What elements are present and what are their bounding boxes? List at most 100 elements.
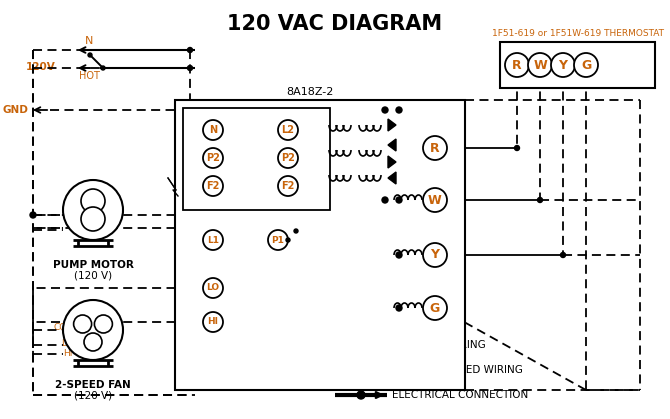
Bar (183, 108, 330, 210)
Text: RELAY: RELAY (398, 277, 432, 287)
Circle shape (515, 145, 519, 150)
Circle shape (203, 230, 223, 250)
Circle shape (101, 66, 105, 70)
Text: (120 V): (120 V) (74, 391, 112, 401)
Text: 120V: 120V (26, 62, 56, 72)
Text: G: G (430, 302, 440, 315)
Text: PUMP: PUMP (399, 214, 431, 224)
Circle shape (188, 65, 192, 70)
Text: N: N (209, 125, 217, 135)
Circle shape (88, 53, 92, 57)
Text: LO: LO (62, 339, 73, 349)
Text: 240V: 240V (300, 181, 322, 191)
Text: F2: F2 (206, 181, 220, 191)
Circle shape (286, 238, 290, 242)
Circle shape (63, 180, 123, 240)
Circle shape (94, 315, 113, 333)
Circle shape (551, 53, 575, 77)
Circle shape (30, 212, 36, 218)
Text: N: N (85, 36, 93, 46)
Text: HI SPEED
FAN: HI SPEED FAN (225, 330, 264, 349)
Text: FAN
TIMER
RELAY: FAN TIMER RELAY (266, 302, 292, 332)
Circle shape (278, 148, 298, 168)
Text: 1F51-619 or 1F51W-619 THERMOSTAT: 1F51-619 or 1F51W-619 THERMOSTAT (492, 29, 663, 38)
Text: P2: P2 (281, 153, 295, 163)
Polygon shape (388, 156, 396, 168)
Text: G: G (581, 59, 591, 72)
Text: 120 VAC DIAGRAM: 120 VAC DIAGRAM (227, 14, 443, 34)
Text: 240V: 240V (300, 126, 322, 134)
Circle shape (396, 107, 402, 113)
Text: LO: LO (206, 284, 220, 292)
Circle shape (268, 230, 288, 250)
Text: COM: COM (54, 323, 75, 333)
Bar (175, 100, 465, 390)
Text: F2: F2 (281, 181, 295, 191)
Circle shape (382, 197, 388, 203)
Circle shape (505, 53, 529, 77)
Text: 2-SPEED FAN: 2-SPEED FAN (55, 380, 131, 390)
Text: W: W (533, 59, 547, 72)
Text: R: R (512, 59, 522, 72)
Circle shape (423, 188, 447, 212)
Text: FIELD INSTALLED WIRING: FIELD INSTALLED WIRING (392, 365, 523, 375)
Polygon shape (388, 139, 396, 151)
Polygon shape (388, 119, 396, 131)
Text: Y: Y (559, 59, 567, 72)
Text: HI: HI (64, 349, 73, 359)
Circle shape (63, 300, 123, 360)
Circle shape (396, 252, 402, 258)
Circle shape (203, 148, 223, 168)
Text: 120V: 120V (225, 181, 247, 191)
Text: 240V: 240V (300, 153, 322, 163)
Circle shape (423, 243, 447, 267)
Circle shape (203, 176, 223, 196)
Polygon shape (388, 172, 396, 184)
Circle shape (396, 305, 402, 311)
Text: (120 V): (120 V) (74, 271, 112, 281)
Text: HOT: HOT (78, 71, 99, 81)
Circle shape (84, 333, 102, 351)
Circle shape (357, 391, 365, 399)
Circle shape (203, 120, 223, 140)
Circle shape (203, 278, 223, 298)
Text: HI: HI (208, 318, 218, 326)
Circle shape (81, 189, 105, 213)
Text: P1: P1 (271, 235, 285, 245)
Bar (500, 42, 655, 88)
Text: FAN SPEED: FAN SPEED (385, 269, 445, 279)
Circle shape (382, 107, 388, 113)
Text: 120V: 120V (225, 153, 247, 163)
Circle shape (537, 197, 543, 202)
Circle shape (528, 53, 552, 77)
Circle shape (294, 229, 298, 233)
Circle shape (278, 176, 298, 196)
Circle shape (423, 136, 447, 160)
Text: FAN TIMER: FAN TIMER (386, 322, 444, 332)
Text: PUMP MOTOR: PUMP MOTOR (52, 260, 133, 270)
Circle shape (74, 315, 92, 333)
Circle shape (278, 120, 298, 140)
Text: W: W (428, 194, 442, 207)
Text: P2: P2 (206, 153, 220, 163)
Text: R: R (430, 142, 440, 155)
Text: GND: GND (2, 105, 28, 115)
Circle shape (396, 197, 402, 203)
Text: 120V: 120V (225, 126, 247, 134)
Text: 8A18Z-2: 8A18Z-2 (286, 87, 334, 97)
Circle shape (561, 253, 565, 258)
Text: L2: L2 (281, 125, 295, 135)
Text: RELAY: RELAY (398, 223, 432, 233)
Circle shape (81, 207, 105, 231)
Text: L1: L1 (207, 235, 219, 245)
Text: LO SPEED
FAN: LO SPEED FAN (225, 296, 266, 316)
Text: ELECTRICAL CONNECTION: ELECTRICAL CONNECTION (392, 390, 528, 400)
Text: INTERNAL WIRING: INTERNAL WIRING (392, 340, 486, 350)
Text: RELAY: RELAY (398, 330, 432, 340)
Circle shape (188, 47, 192, 52)
Circle shape (574, 53, 598, 77)
Text: Y: Y (431, 248, 440, 261)
Circle shape (423, 296, 447, 320)
Text: PUMP
RELAY: PUMP RELAY (303, 228, 329, 248)
Circle shape (203, 312, 223, 332)
